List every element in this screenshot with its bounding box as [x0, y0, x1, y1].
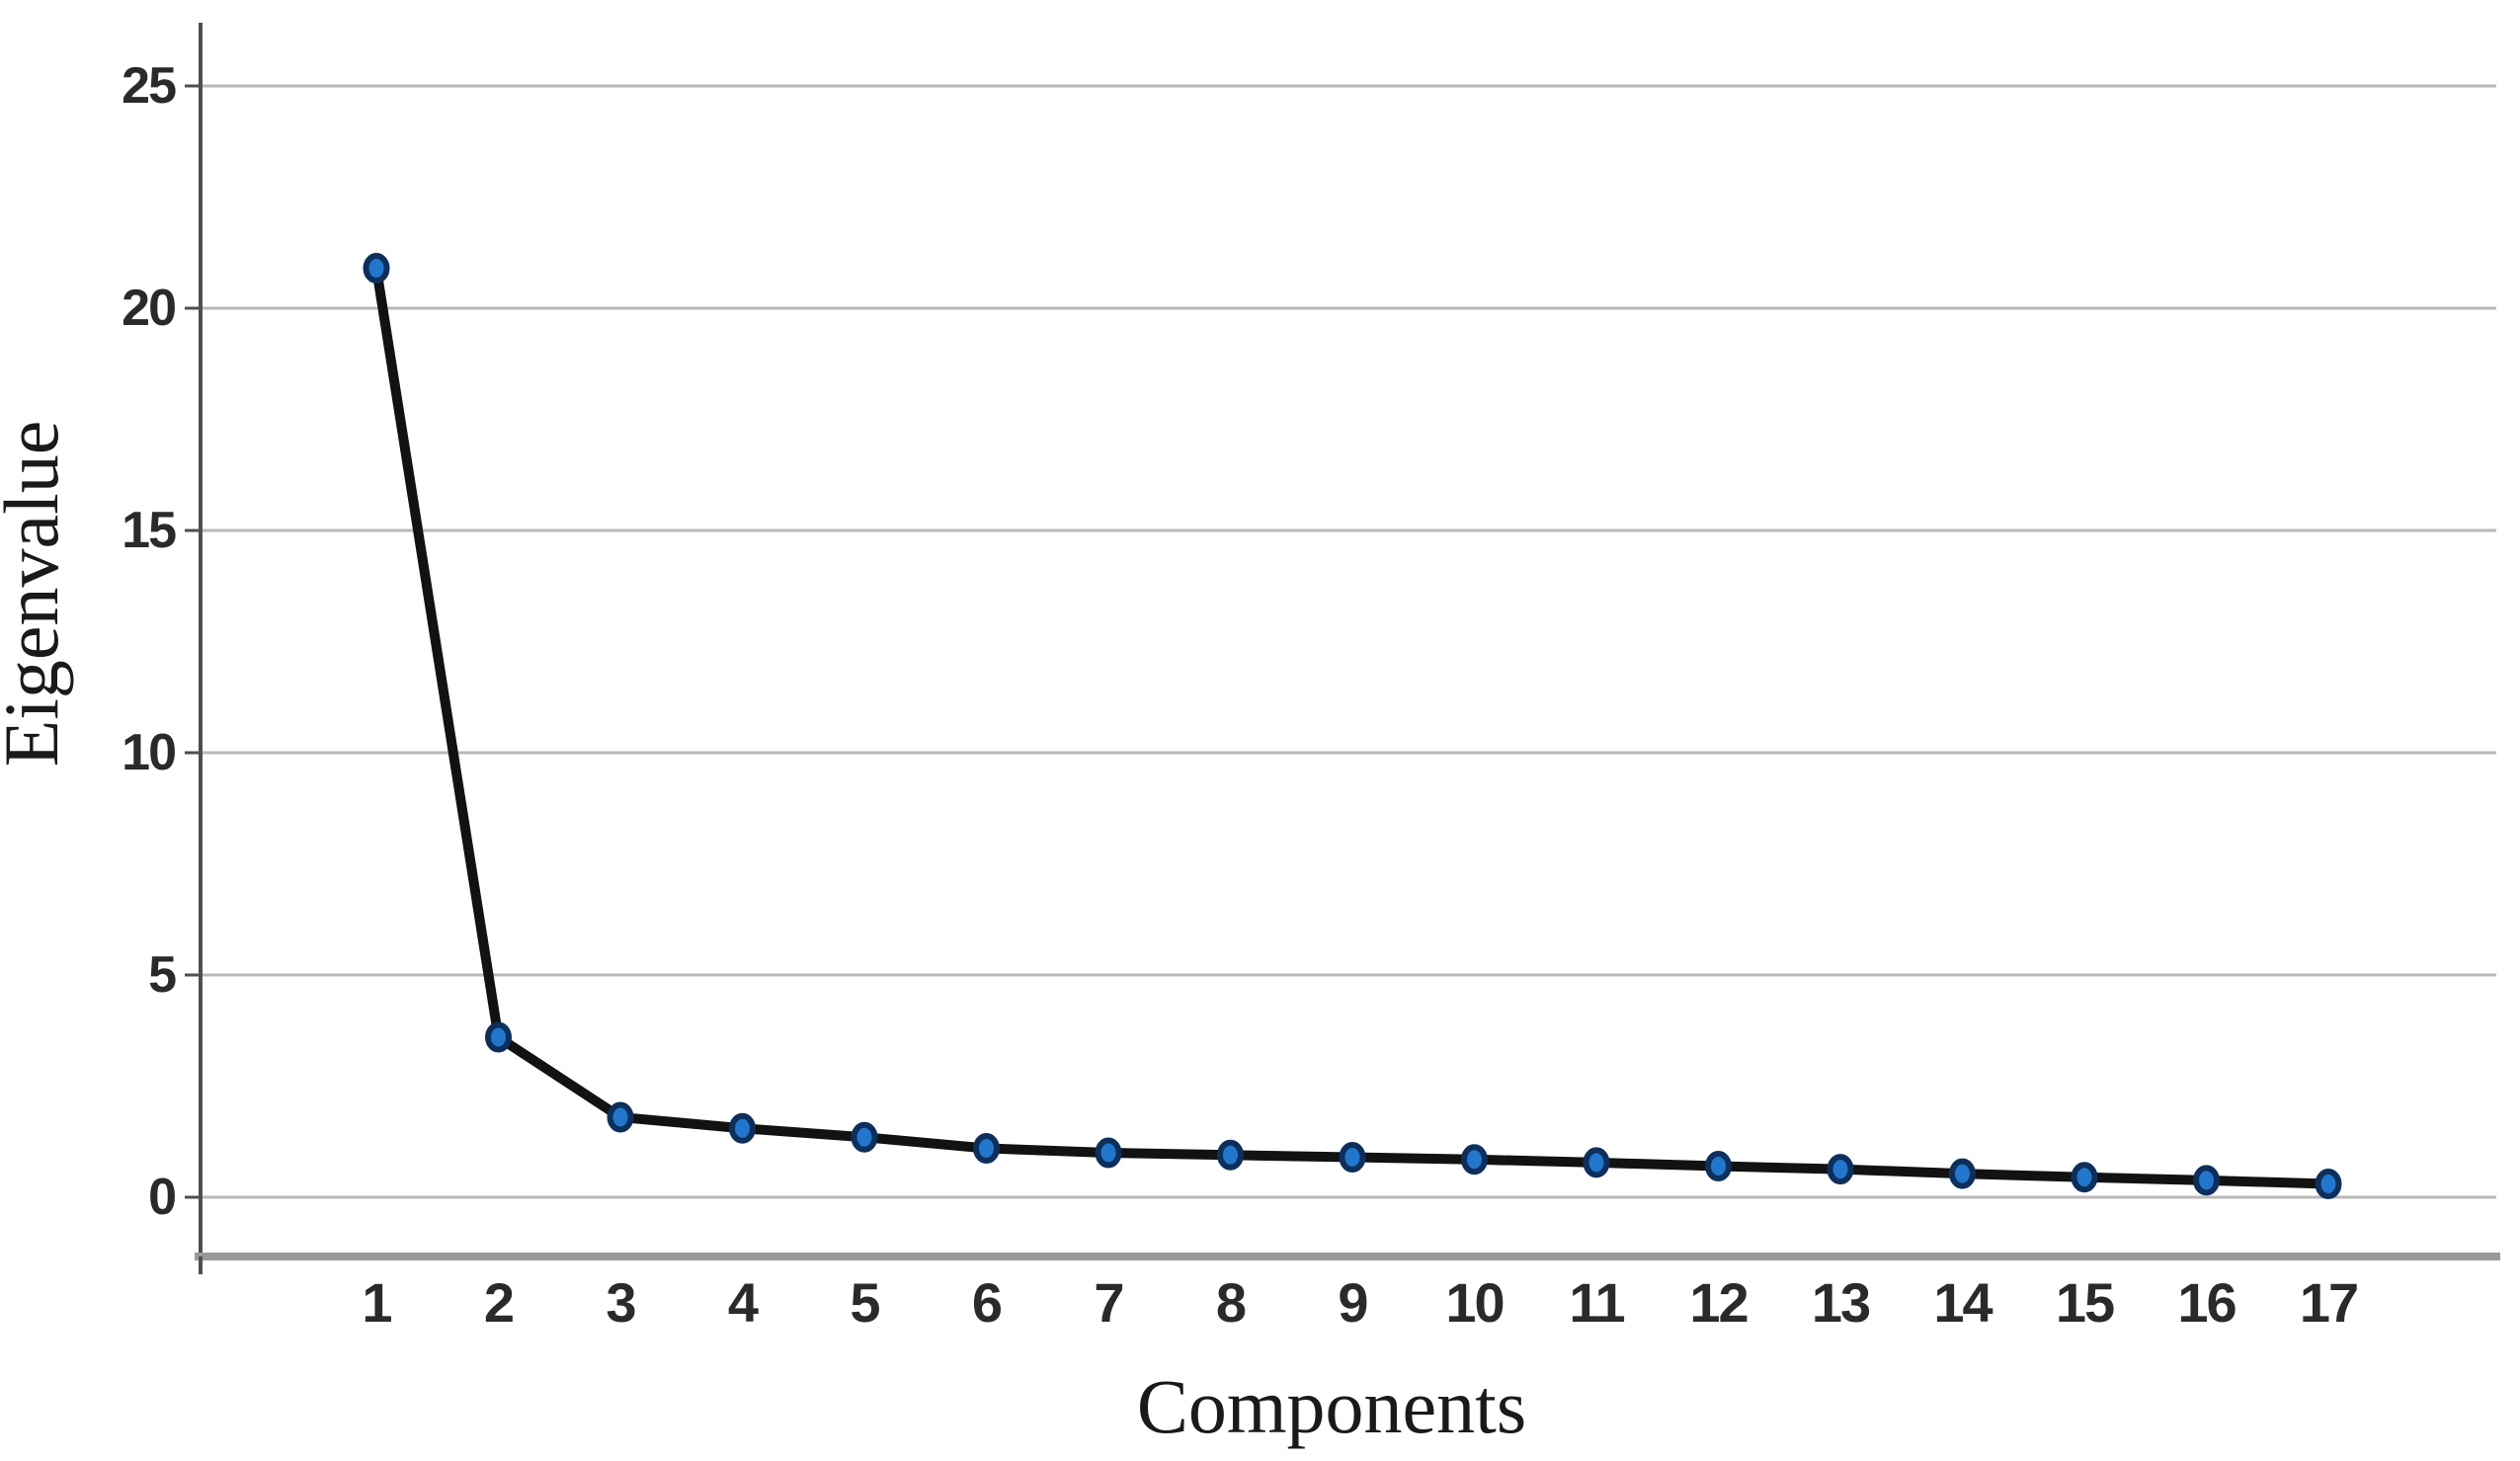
data-point-5	[851, 1121, 878, 1153]
data-point-13	[1827, 1154, 1854, 1185]
data-point-9	[1339, 1142, 1366, 1173]
data-point-11	[1583, 1147, 1610, 1178]
data-point-6	[973, 1133, 1000, 1164]
data-point-3	[607, 1101, 634, 1133]
x-tick-label-14: 14	[1933, 1271, 1992, 1334]
y-axis-title: Eigenvalue	[0, 421, 74, 768]
series-line	[371, 263, 2333, 1189]
x-tick-label-11: 11	[1569, 1271, 1624, 1334]
data-point-15	[2071, 1162, 2098, 1193]
x-tick-label-6: 6	[972, 1271, 1002, 1334]
data-point-2	[485, 1021, 512, 1053]
y-tick-label-15: 15	[122, 502, 176, 559]
data-point-8	[1217, 1139, 1244, 1171]
series-markers	[363, 253, 2342, 1199]
x-tick-label-15: 15	[2056, 1271, 2114, 1334]
data-point-16	[2193, 1165, 2220, 1196]
x-tick-label-13: 13	[1812, 1271, 1870, 1334]
y-tick-label-0: 0	[148, 1169, 175, 1226]
x-axis-title: Components	[1137, 1363, 1526, 1449]
x-tick-label-10: 10	[1445, 1271, 1503, 1334]
x-tick-label-16: 16	[2177, 1271, 2235, 1334]
x-tick-label-2: 2	[484, 1271, 513, 1334]
y-tick-label-25: 25	[122, 57, 176, 115]
gridlines	[201, 84, 2496, 1199]
data-point-7	[1095, 1137, 1122, 1169]
y-tick-label-20: 20	[122, 280, 175, 337]
eigenvalue-line	[371, 263, 2333, 1189]
y-tick-label-5: 5	[148, 946, 176, 1004]
data-point-4	[729, 1112, 756, 1144]
y-tick-labels: 0 5 10 15 20 25	[122, 57, 178, 1226]
data-point-1	[363, 253, 390, 284]
data-point-14	[1949, 1158, 1976, 1189]
x-tick-label-5: 5	[850, 1271, 879, 1334]
x-tick-label-8: 8	[1216, 1271, 1246, 1334]
data-point-10	[1461, 1144, 1488, 1176]
x-tick-label-12: 12	[1689, 1271, 1747, 1334]
axes	[195, 23, 2500, 1274]
data-point-17	[2315, 1169, 2342, 1199]
data-point-12	[1705, 1151, 1732, 1181]
x-tick-label-3: 3	[606, 1271, 635, 1334]
x-tick-labels: 1 2 3 4 5 6 7 8 9 10 11 12 13 14 15 16 17	[362, 1271, 2359, 1334]
x-tick-label-7: 7	[1094, 1271, 1122, 1334]
y-tick-label-10: 10	[122, 724, 175, 781]
x-tick-label-9: 9	[1338, 1271, 1367, 1334]
x-tick-label-1: 1	[362, 1271, 391, 1334]
x-tick-label-17: 17	[2300, 1271, 2357, 1334]
x-tick-label-4: 4	[728, 1271, 759, 1334]
y-tick-marks	[185, 84, 201, 1199]
